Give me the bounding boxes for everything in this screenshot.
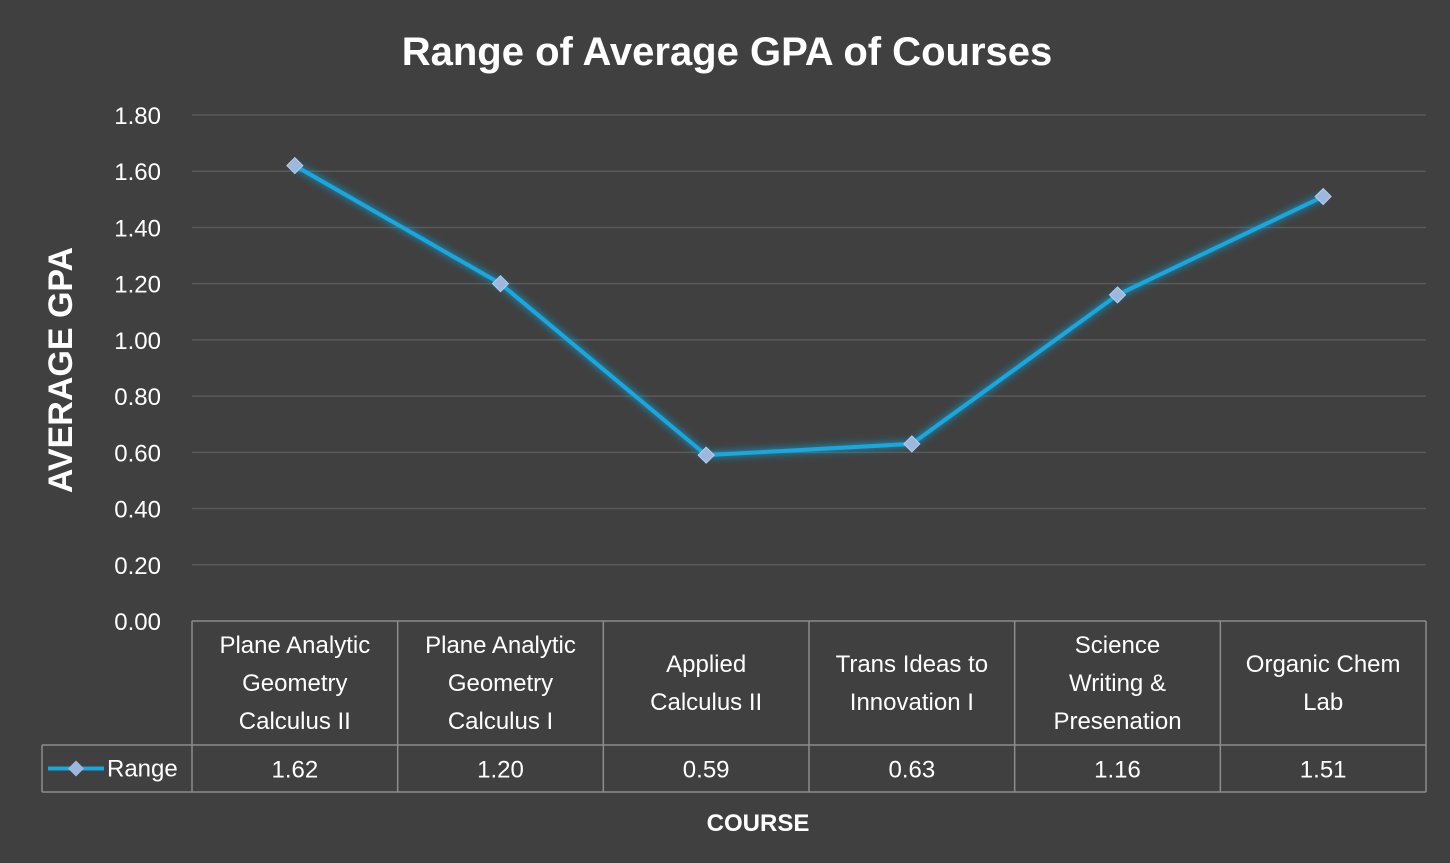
x-category-label: Science Writing & Presenation <box>1053 632 1181 735</box>
y-tick-label: 1.20 <box>114 272 161 299</box>
y-tick-label: 0.80 <box>114 384 161 411</box>
legend-diamond-marker <box>68 760 84 777</box>
table-value-cell: 1.16 <box>1094 757 1141 784</box>
data-point-marker <box>286 156 304 175</box>
x-category-label: Trans Ideas to Innovation I <box>836 651 989 716</box>
y-axis-title: AVERAGE GPA <box>42 247 80 493</box>
data-point-marker <box>1108 286 1127 304</box>
y-tick-label: 1.80 <box>114 103 161 130</box>
data-point-marker <box>491 274 510 293</box>
y-tick-label: 0.00 <box>114 609 161 636</box>
table-value-cell: 0.63 <box>888 757 935 784</box>
y-tick-label: 0.20 <box>114 553 161 580</box>
series-range <box>286 156 1332 464</box>
y-axis-ticks: 0.00 0.20 0.40 0.60 0.80 1.00 1.20 1.40 1.60 1.80 <box>114 103 161 636</box>
y-tick-label: 1.60 <box>114 159 161 186</box>
x-category-label: Organic Chem Lab <box>1246 651 1401 716</box>
data-point-marker <box>697 446 715 464</box>
table-value-cell: 1.20 <box>477 757 524 784</box>
table-value-cell: 0.59 <box>683 757 730 784</box>
data-point-marker <box>1314 187 1332 206</box>
gridlines <box>192 114 1426 566</box>
data-point-marker <box>903 435 921 453</box>
table-value-cell: 1.51 <box>1300 757 1347 784</box>
data-table: Plane Analytic Geometry Calculus II Plane A… <box>41 620 1427 793</box>
x-category-label: Applied Calculus II <box>650 651 762 716</box>
x-axis-title: COURSE <box>707 810 810 837</box>
y-tick-label: 0.60 <box>114 440 161 467</box>
x-category-label: Plane Analytic Geometry Calculus I <box>425 632 576 735</box>
chart-title: Range of Average GPA of Courses <box>402 30 1053 74</box>
y-tick-label: 0.40 <box>114 497 161 524</box>
table-value-cell: 1.62 <box>271 757 318 784</box>
y-tick-label: 1.00 <box>114 328 161 355</box>
x-category-label: Plane Analytic Geometry Calculus II <box>219 632 370 735</box>
y-tick-label: 1.40 <box>114 215 161 242</box>
legend-label: Range <box>107 756 178 783</box>
series-line-range <box>293 163 1325 458</box>
